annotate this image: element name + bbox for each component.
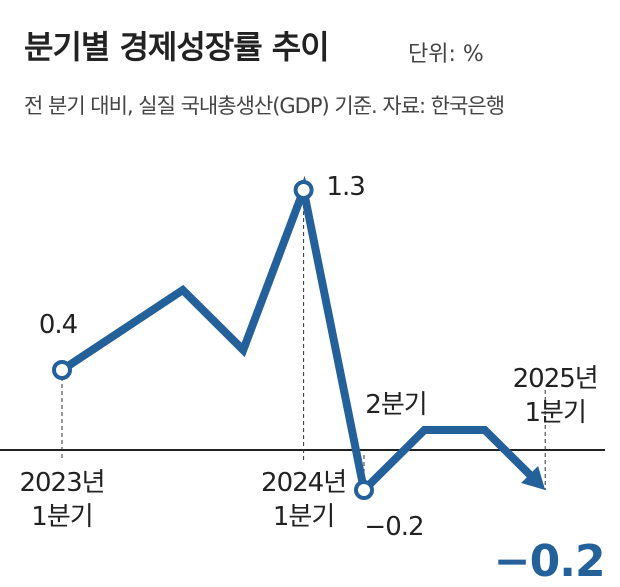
point [354, 480, 374, 500]
chart-subtitle: 전 분기 대비, 실질 국내총생산(GDP) 기준. 자료: 한국은행 [24, 94, 505, 118]
page: 분기별 경제성장률 추이 단위: % 전 분기 대비, 실질 국내총생산(GDP… [0, 28, 606, 584]
x-tick-label: 2분기 [365, 390, 427, 420]
arrow-head [521, 465, 546, 490]
chart [0, 175, 605, 500]
value-label: 0.4 [38, 310, 78, 340]
x-tick-label: 2023년 1분기 [19, 468, 105, 532]
point [293, 180, 314, 200]
chart-title: 분기별 경제성장률 추이 [24, 28, 330, 66]
x-tick-label: 2025년 1분기 [512, 364, 599, 428]
unit-label: 단위: % [408, 42, 484, 67]
value-label: 1.3 [326, 172, 365, 202]
data-line [59, 175, 539, 499]
value-label: −0.2 [493, 536, 606, 587]
x-tick-label: 2024년 1분기 [261, 468, 347, 532]
point [52, 360, 72, 380]
